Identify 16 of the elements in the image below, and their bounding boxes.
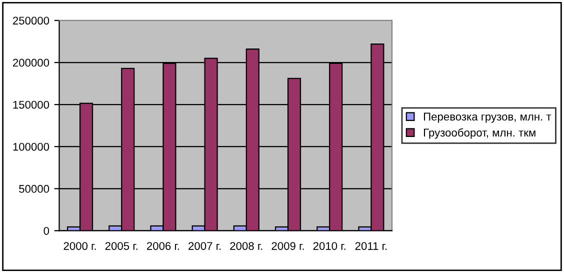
legend-label: Перевозка грузов, млн. т	[424, 112, 552, 123]
y-tick-label: 200000	[12, 58, 50, 67]
y-tick-label: 0	[44, 226, 50, 235]
x-tick-label: 2009 г.	[272, 242, 304, 250]
x-tick-label: 2005 г.	[105, 242, 138, 250]
y-tick-label: 250000	[12, 16, 50, 25]
x-tick-label: 2008 г.	[230, 242, 262, 250]
x-tick-label: 2006 г.	[146, 242, 179, 250]
y-tick-label: 50000	[19, 184, 50, 193]
x-tick-label: 2010 г.	[313, 242, 346, 250]
x-tick-label: 2000 г.	[64, 242, 96, 250]
x-tick-label: 2007 г.	[188, 242, 221, 250]
y-tick-label: 100000	[13, 142, 50, 151]
y-tick-label: 150000	[13, 100, 50, 109]
x-tick-label: 2011 г.	[355, 242, 387, 250]
legend-label: Грузооборот, млн. ткм	[424, 128, 536, 139]
